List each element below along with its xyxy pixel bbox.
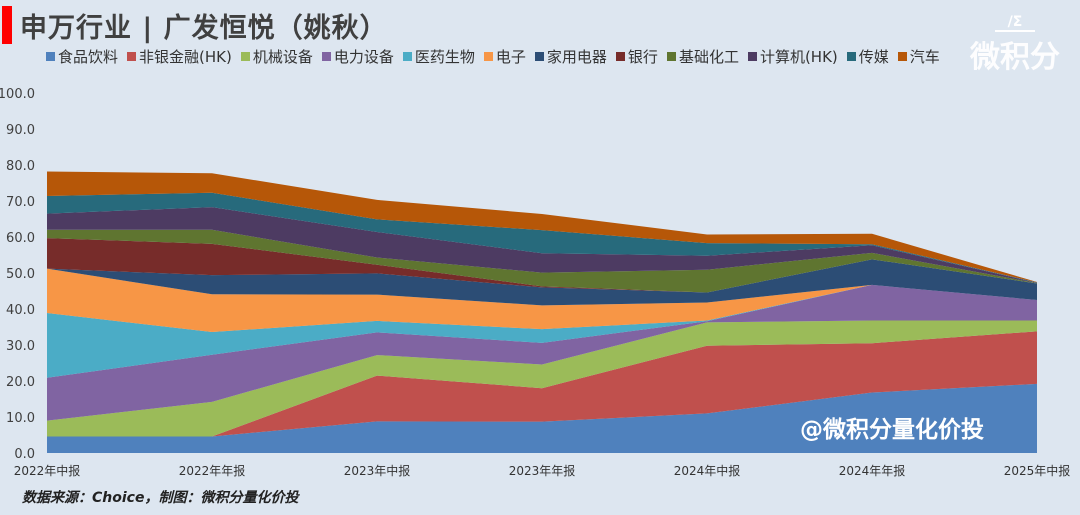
legend-item: 汽车 — [897, 46, 940, 67]
legend-item: 非银金融(HK) — [127, 46, 232, 67]
legend-swatch — [127, 52, 137, 61]
logo-name: 微积分 — [970, 40, 1060, 75]
y-tick-label: 90.0 — [6, 123, 35, 138]
legend-swatch — [483, 52, 493, 61]
area-汽车 — [47, 171, 1037, 283]
legend-swatch — [534, 52, 544, 61]
legend-label: 电子 — [495, 48, 526, 66]
legend-item: 电子 — [483, 46, 526, 67]
area-家用电器 — [47, 259, 1037, 306]
x-tick-label: 2022年年报 — [179, 463, 246, 478]
legend-label: 非银金融(HK) — [139, 48, 232, 66]
area-电子 — [47, 268, 1037, 333]
legend-item: 基础化工 — [666, 46, 739, 67]
legend-item: 医药生物 — [402, 46, 475, 67]
legend-swatch — [321, 52, 331, 61]
legend-label: 食品饮料 — [58, 48, 119, 66]
legend-label: 机械设备 — [252, 48, 313, 66]
y-tick-label: 60.0 — [6, 231, 35, 246]
legend-swatch — [846, 52, 856, 61]
legend-item: 食品饮料 — [46, 46, 118, 67]
x-tick-label: 2022年中报 — [14, 463, 81, 478]
area-非银金融(HK) — [47, 331, 1037, 437]
area-银行 — [47, 238, 1037, 293]
legend-swatch — [615, 52, 625, 61]
legend-label: 电力设备 — [333, 48, 394, 66]
legend-label: 医药生物 — [414, 48, 475, 66]
y-tick-label: 100.0 — [0, 87, 35, 102]
legend-item: 家用电器 — [534, 46, 607, 67]
legend-item: 计算机(HK) — [747, 46, 838, 67]
area-食品饮料 — [47, 383, 1037, 453]
area-传媒 — [47, 192, 1037, 283]
legend-item: 机械设备 — [240, 46, 313, 67]
x-tick-label: 2024年中报 — [674, 463, 741, 478]
y-tick-label: 50.0 — [6, 267, 35, 282]
legend-swatch — [402, 52, 412, 61]
watermark: @微积分量化价投 — [800, 417, 984, 443]
legend-item: 银行 — [615, 46, 658, 67]
x-tick-label: 2023年中报 — [344, 463, 411, 478]
x-tick-label: 2023年年报 — [509, 463, 576, 478]
legend-item: 电力设备 — [321, 46, 394, 67]
chart-title: 申万行业 | 广发恒悦（姚秋） — [20, 13, 388, 44]
y-tick-label: 0.0 — [14, 447, 35, 462]
brand-logo: /Σ 微积分 — [960, 14, 1070, 76]
legend-swatch — [666, 52, 676, 61]
area-机械设备 — [47, 320, 1037, 437]
area-电力设备 — [47, 284, 1037, 421]
legend-swatch — [240, 52, 250, 61]
legend-label: 银行 — [627, 48, 658, 66]
source-note: 数据来源：Choice，制图：微积分量化价投 — [22, 490, 299, 506]
legend-label: 汽车 — [909, 48, 940, 66]
x-tick-label: 2025年中报 — [1004, 463, 1071, 478]
legend-label: 基础化工 — [678, 48, 739, 66]
legend-label: 传媒 — [858, 48, 889, 66]
legend-swatch — [897, 52, 907, 61]
y-tick-label: 40.0 — [6, 303, 35, 318]
legend-label: 家用电器 — [546, 48, 607, 66]
legend-item: 传媒 — [846, 46, 889, 67]
title-accent-bar — [2, 6, 12, 44]
y-tick-label: 70.0 — [6, 195, 35, 210]
logo-mark: /Σ — [995, 14, 1035, 32]
area-基础化工 — [47, 229, 1037, 293]
y-tick-label: 10.0 — [6, 411, 35, 426]
y-tick-label: 20.0 — [6, 375, 35, 390]
area-计算机(HK) — [47, 207, 1037, 284]
y-tick-label: 30.0 — [6, 339, 35, 354]
legend-label: 计算机(HK) — [759, 48, 838, 66]
area-医药生物 — [47, 284, 1037, 378]
legend-swatch — [747, 52, 757, 61]
x-tick-label: 2024年年报 — [839, 463, 906, 478]
legend-swatch — [46, 52, 55, 61]
y-tick-label: 80.0 — [6, 159, 35, 174]
legend: 食品饮料 非银金融(HK) 机械设备 电力设备 医药生物 电子 家用电器 银行 基础化工 计算机(… — [46, 46, 940, 67]
